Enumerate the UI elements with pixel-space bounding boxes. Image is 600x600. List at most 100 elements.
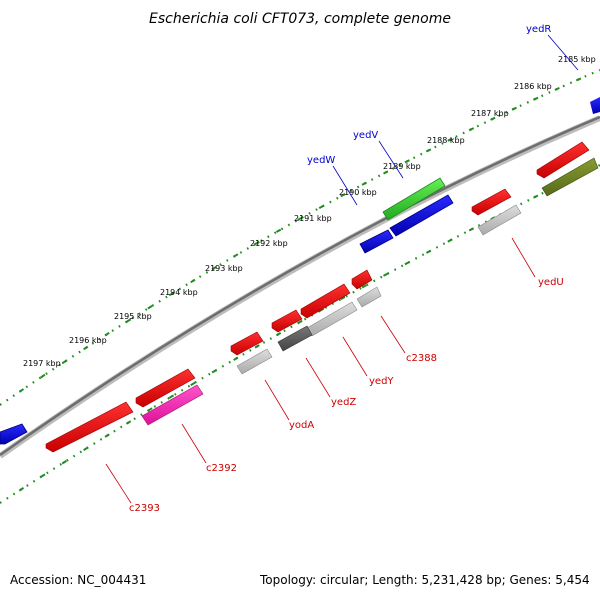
tick-label: 2187 kbp	[471, 109, 509, 118]
tick-label: 2189 kbp	[383, 162, 421, 171]
tick-mark	[211, 266, 217, 271]
gene-forward-yedW[interactable]	[359, 229, 394, 254]
tick-label: 2185 kbp	[558, 55, 596, 64]
tick-mark	[340, 193, 346, 198]
tick-mark	[404, 159, 410, 164]
gene-forward-yedR[interactable]	[590, 97, 600, 114]
gene-label-yedZ[interactable]: yedZ	[331, 397, 356, 408]
gene-forward-yedW-2[interactable]	[389, 194, 454, 237]
tick-label: 2197 kbp	[23, 359, 61, 368]
gene-label-yedY[interactable]: yedY	[369, 376, 394, 387]
genome-backbone-edge	[0, 115, 600, 457]
tick-mark	[125, 420, 132, 425]
tick-mark	[275, 332, 282, 337]
topology-summary-text: Topology: circular; Length: 5,231,428 bp…	[260, 573, 590, 587]
gene-reverse-c2388[interactable]	[351, 269, 373, 290]
gene-label-c2393[interactable]: c2393	[129, 503, 160, 514]
tick-mark	[425, 148, 432, 153]
tick-mark	[468, 127, 475, 132]
tick-mark	[490, 116, 496, 121]
gene-reverse-yodA[interactable]	[230, 331, 264, 356]
tick-mark	[468, 227, 475, 232]
tick-mark	[404, 261, 410, 266]
tick-label: 2188 kbp	[427, 136, 465, 145]
gene-reverse-c2392[interactable]	[135, 368, 196, 408]
tick-mark	[190, 278, 196, 284]
tick-mark	[254, 344, 260, 349]
tick-mark	[533, 194, 539, 199]
tick-mark	[532, 96, 539, 101]
gene-label-yedV[interactable]: yedV	[353, 130, 378, 141]
tick-label: 2191 kbp	[294, 214, 332, 223]
gene-reverse-yedY[interactable]	[300, 283, 351, 319]
tick-mark	[275, 228, 282, 233]
reverse-genes	[45, 141, 599, 453]
tick-mark	[447, 137, 453, 142]
tick-mark	[125, 318, 132, 323]
major-ticks	[18, 77, 582, 393]
map-title: Escherichia coli CFT073, complete genome	[149, 11, 451, 27]
gene-reverse-yedZ[interactable]	[271, 309, 303, 333]
tick-label: 2190 kbp	[339, 188, 377, 197]
tick-mark	[104, 331, 110, 337]
tick-mark	[383, 170, 389, 175]
tick-labels: 2185 kbp 2186 kbp 2187 kbp 2188 kbp 2189…	[23, 55, 596, 368]
tick-label: 2193 kbp	[205, 264, 243, 273]
gene-reverse-yedZ-dark[interactable]	[277, 325, 313, 352]
gene-forward-left[interactable]	[0, 423, 28, 445]
tick-mark	[361, 181, 367, 186]
gene-label-yodA[interactable]: yodA	[289, 420, 314, 431]
tick-mark	[168, 394, 175, 399]
tick-mark	[425, 249, 432, 254]
gene-reverse-yedU-gray[interactable]	[477, 204, 522, 236]
tick-mark	[190, 381, 196, 387]
gene-leader-lines	[105, 34, 579, 504]
tick-mark	[254, 240, 260, 246]
gene-label-c2392[interactable]: c2392	[206, 463, 237, 474]
genome-backbone	[0, 115, 600, 459]
forward-genes	[0, 97, 600, 445]
gene-reverse-c2392-pink[interactable]	[141, 384, 204, 426]
tick-mark	[297, 319, 303, 325]
tick-mark	[233, 253, 239, 258]
tick-mark	[147, 407, 153, 412]
tick-mark	[104, 433, 110, 438]
gene-reverse-c2393[interactable]	[45, 401, 134, 453]
tick-mark	[18, 388, 25, 393]
tick-mark	[83, 446, 89, 452]
tick-label: 2196 kbp	[69, 336, 107, 345]
tick-mark	[61, 460, 67, 465]
tick-mark	[40, 373, 46, 379]
accession-text: Accession: NC_004431	[10, 573, 147, 587]
tick-label: 2194 kbp	[160, 288, 198, 297]
tick-mark	[233, 356, 239, 361]
gene-labels: yedR yedV yedW yedU c2388 yedY yedZ yodA…	[129, 24, 564, 514]
gene-reverse-c2388-gray[interactable]	[356, 286, 382, 308]
tick-mark	[447, 238, 453, 243]
gene-reverse-yedU[interactable]	[471, 188, 512, 216]
gene-forward-yedV[interactable]	[382, 177, 446, 221]
tick-mark	[340, 296, 346, 301]
tick-mark	[168, 291, 175, 297]
tick-mark	[147, 305, 153, 310]
tick-mark	[361, 284, 367, 289]
tick-mark	[40, 473, 46, 478]
gene-reverse-red-1[interactable]	[536, 141, 590, 179]
forward-tick-track	[0, 68, 600, 406]
tick-mark	[383, 272, 389, 277]
gene-reverse-yodA-gray[interactable]	[236, 348, 273, 375]
tick-mark	[575, 77, 582, 82]
gene-label-yedU[interactable]: yedU	[538, 277, 564, 288]
tick-mark	[83, 345, 89, 351]
tick-label: 2192 kbp	[250, 239, 288, 248]
tick-label: 2195 kbp	[114, 312, 152, 321]
gene-label-c2388[interactable]: c2388	[406, 353, 437, 364]
gene-reverse-olive[interactable]	[541, 157, 599, 197]
gene-label-yedR[interactable]: yedR	[526, 24, 551, 35]
tick-mark	[318, 204, 325, 209]
tick-mark	[61, 359, 67, 365]
tick-label: 2186 kbp	[514, 82, 552, 91]
gene-label-yedW[interactable]: yedW	[307, 155, 335, 166]
tick-mark	[297, 216, 303, 221]
